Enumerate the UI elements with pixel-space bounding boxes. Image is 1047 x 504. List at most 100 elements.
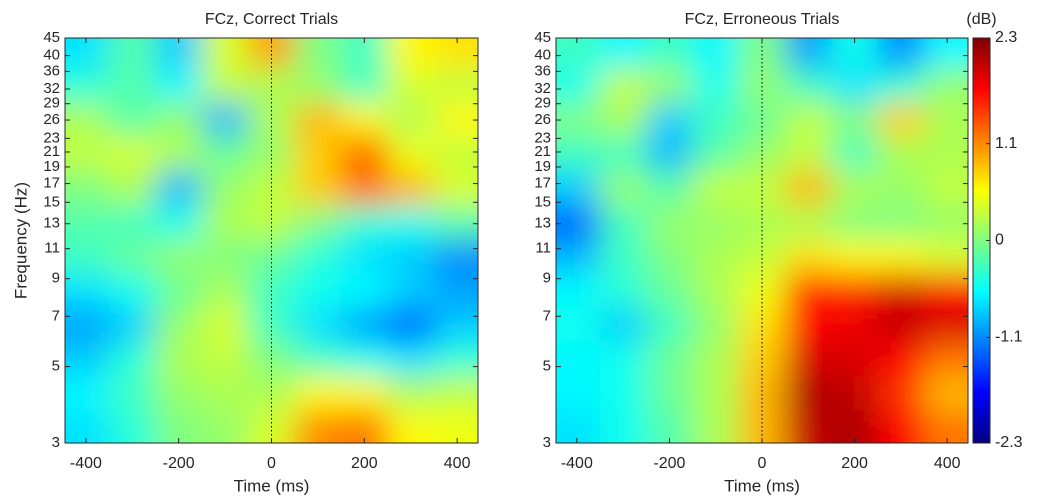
heatmap-cell — [646, 307, 694, 342]
heatmap-cell — [924, 136, 968, 171]
heatmap-cell — [65, 239, 110, 274]
colorbar-tick-label: 1.1 — [995, 135, 1017, 152]
heatmap-cell — [387, 170, 435, 207]
heatmap-cell — [831, 205, 879, 241]
heatmap-cells — [65, 38, 478, 443]
y-tick-label: 11 — [44, 240, 60, 257]
heatmap-cell — [294, 239, 342, 274]
heatmap-cell — [65, 341, 110, 376]
y-tick-label: 5 — [52, 358, 60, 375]
heatmap-cell — [556, 273, 601, 309]
heatmap-cell — [924, 410, 968, 443]
heatmap-cell — [738, 239, 786, 274]
heatmap-cell — [248, 136, 296, 171]
heatmap-cell — [831, 375, 879, 412]
heatmap-cell — [155, 307, 203, 342]
heatmap-cell — [924, 239, 968, 274]
heatmap-cell — [692, 136, 740, 171]
y-tick-label: 29 — [43, 95, 60, 112]
y-tick-label: 3 — [543, 434, 551, 451]
heatmap-cell — [294, 273, 342, 309]
y-tick-label: 13 — [43, 215, 60, 232]
heatmap-cell — [556, 341, 601, 376]
heatmap-cell — [294, 307, 342, 342]
heatmap-cell — [155, 273, 203, 309]
heatmap-cell — [248, 410, 296, 443]
chart-title: FCz, Erroneous Trials — [685, 11, 840, 28]
heatmap-cell — [877, 239, 925, 274]
heatmap-cell — [387, 341, 435, 376]
heatmap-cell — [387, 375, 435, 412]
heatmap-cell — [831, 307, 879, 342]
heatmap-cell — [294, 170, 342, 207]
heatmap-cell — [201, 307, 249, 342]
heatmap-cell — [341, 136, 389, 171]
heatmap-cell — [155, 170, 203, 207]
heatmap-cell — [556, 38, 601, 69]
heatmap-cell — [65, 375, 110, 412]
heatmap-cell — [155, 341, 203, 376]
chart-title: FCz, Correct Trials — [205, 11, 338, 28]
heatmap-cell — [109, 102, 156, 137]
x-tick-label: 200 — [351, 455, 378, 472]
heatmap-cell — [785, 102, 832, 137]
heatmap-cell — [556, 239, 601, 274]
heatmap-cell — [599, 239, 647, 274]
heatmap-cell — [341, 38, 389, 69]
y-tick-label: 45 — [43, 29, 60, 46]
heatmap — [65, 38, 478, 443]
heatmap-cell — [785, 307, 832, 342]
heatmap-cell — [877, 68, 925, 103]
heatmap-cell — [294, 38, 342, 69]
heatmap-cell — [433, 170, 478, 207]
y-tick-label: 26 — [534, 111, 551, 128]
y-tick-label: 11 — [535, 240, 551, 257]
heatmap-cell — [201, 273, 249, 309]
heatmap-cell — [738, 307, 786, 342]
heatmap-cell — [646, 38, 694, 69]
y-tick-label: 17 — [43, 175, 60, 192]
heatmap-cell — [877, 341, 925, 376]
heatmap-cell — [599, 341, 647, 376]
heatmap-cell — [387, 239, 435, 274]
heatmap-cell — [646, 68, 694, 103]
y-tick-label: 19 — [534, 158, 551, 175]
heatmap-cell — [924, 38, 968, 69]
y-tick-label: 26 — [43, 111, 60, 128]
heatmap-cell — [201, 170, 249, 207]
x-tick-label: -200 — [163, 455, 195, 472]
heatmap-cell — [692, 38, 740, 69]
heatmap-cell — [556, 410, 601, 443]
heatmap-cell — [341, 410, 389, 443]
heatmap-cell — [785, 410, 832, 443]
heatmap-cell — [556, 205, 601, 241]
heatmap-cell — [387, 307, 435, 342]
heatmap-cell — [433, 375, 478, 412]
heatmap-cell — [556, 102, 601, 137]
heatmap-cell — [831, 341, 879, 376]
heatmap-cell — [294, 102, 342, 137]
heatmap-cell — [65, 68, 110, 103]
heatmap-cell — [785, 239, 832, 274]
heatmap-cell — [155, 375, 203, 412]
y-tick-label: 36 — [534, 62, 551, 79]
heatmap-cell — [109, 38, 156, 69]
heatmap-cell — [556, 307, 601, 342]
heatmap-cell — [877, 102, 925, 137]
y-axis-label: Frequency (Hz) — [11, 182, 30, 299]
heatmap-cell — [599, 273, 647, 309]
heatmap-cell — [877, 170, 925, 207]
y-tick-label: 9 — [52, 270, 60, 287]
heatmap-cell — [109, 205, 156, 241]
heatmap-cell — [341, 102, 389, 137]
y-tick-label: 23 — [43, 129, 60, 146]
heatmap-cell — [109, 341, 156, 376]
heatmap-cell — [341, 273, 389, 309]
heatmap-cell — [433, 102, 478, 137]
heatmap-cell — [201, 375, 249, 412]
heatmap-cell — [294, 375, 342, 412]
heatmap-cell — [248, 307, 296, 342]
y-tick-label: 29 — [534, 95, 551, 112]
heatmap-cell — [201, 68, 249, 103]
x-tick-label: 0 — [267, 455, 276, 472]
